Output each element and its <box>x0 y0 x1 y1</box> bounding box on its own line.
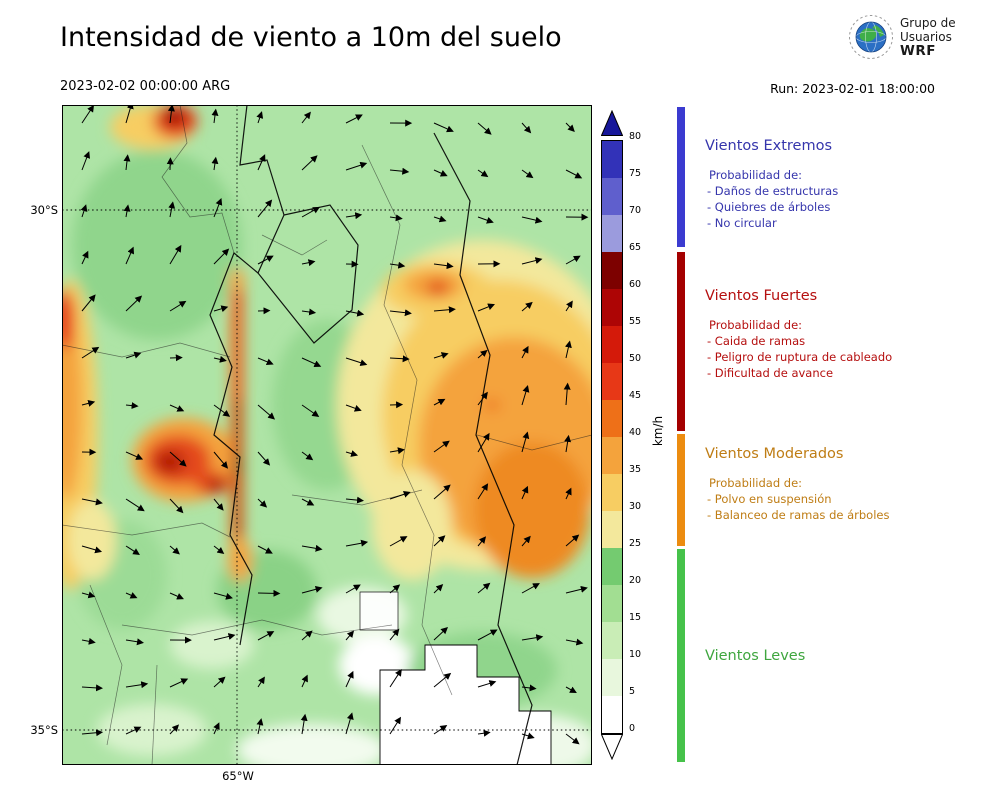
legend-item: - Polvo en suspensión <box>707 492 832 506</box>
colorbar-tick-label: 45 <box>629 390 642 401</box>
colorbar-over-arrow <box>600 109 624 136</box>
legend-probability-header: Probabilidad de: <box>709 476 803 490</box>
colorbar-tick-label: 75 <box>629 168 642 179</box>
colorbar-unit-label: km/h <box>651 415 665 447</box>
colorbar-tick-label: 55 <box>629 316 642 327</box>
colorbar-tick-label: 40 <box>629 427 642 438</box>
colorbar-segment <box>602 215 622 252</box>
lon-label-65w: 65°W <box>222 769 254 783</box>
legend-section-title: Vientos Moderados <box>705 446 844 462</box>
colorbar-tick-labels: 0 5 10 15 20 25 30 35 40 45 50 55 60 65 70 75 80 <box>629 131 663 734</box>
legend-section: Vientos Moderados Probabilidad de: - Polvo… <box>705 446 995 523</box>
colorbar-tick-label: 35 <box>629 464 642 475</box>
globe-icon <box>849 15 893 59</box>
colorbar-segment <box>602 363 622 400</box>
colorbar-segment <box>602 585 622 622</box>
logo-text-wrf: WRF <box>900 43 937 59</box>
colorbar-segment <box>602 622 622 659</box>
colorbar-tick-label: 15 <box>629 612 642 623</box>
wind-arrows <box>80 101 589 745</box>
colorbar-tick-label: 20 <box>629 575 642 586</box>
page-title: Intensidad de viento a 10m del suelo <box>60 22 562 53</box>
legend-color-bar <box>677 107 685 247</box>
legend-section: Vientos Extremos Probabilidad de: - Daños … <box>705 138 995 231</box>
legend-item: - Caida de ramas <box>707 334 806 348</box>
legend-section: Vientos Fuertes Probabilidad de: - Caida d… <box>705 288 995 381</box>
colorbar-tick-label: 70 <box>629 205 642 216</box>
legend-item: - Daños de estructuras <box>707 184 839 198</box>
logo-text-line2: Usuarios <box>900 30 952 44</box>
valid-time-label: 2023-02-02 00:00:00 ARG <box>60 79 231 94</box>
colorbar-tick-label: 65 <box>629 242 642 253</box>
legend-section-title: Vientos Leves <box>705 648 806 664</box>
colorbar-tick-label: 10 <box>629 649 642 660</box>
colorbar-segment <box>602 326 622 363</box>
colorbar-segment <box>602 548 622 585</box>
colorbar-segment <box>602 252 622 289</box>
legend-section: Vientos Leves <box>705 648 995 677</box>
colorbar-segment <box>602 178 622 215</box>
legend-item: - Balanceo de ramas de árboles <box>707 508 890 522</box>
colorbar-segment <box>602 141 622 178</box>
colorbar-under-arrow <box>600 734 624 761</box>
colorbar <box>600 109 624 764</box>
colorbar-tick-label: 30 <box>629 501 642 512</box>
wind-map <box>61 101 593 766</box>
colorbar-tick-label: 0 <box>629 723 636 734</box>
colorbar-segment <box>602 696 622 733</box>
colorbar-segment <box>602 659 622 696</box>
legend-item: - No circular <box>707 216 777 230</box>
legend-item: - Peligro de ruptura de cableado <box>707 350 893 364</box>
colorbar-tick-label: 80 <box>629 131 642 142</box>
legend-color-bar <box>677 549 685 762</box>
lat-label-30s: 30°S <box>30 203 58 217</box>
colorbar-tick-label: 60 <box>629 279 642 290</box>
legend-section-title: Vientos Fuertes <box>705 288 818 304</box>
legend-probability-header: Probabilidad de: <box>709 168 803 182</box>
colorbar-segment <box>602 474 622 511</box>
legend-item: - Quiebres de árboles <box>707 200 831 214</box>
legend-color-bar <box>677 434 685 546</box>
legend-section-title: Vientos Extremos <box>705 138 833 154</box>
colorbar-segment <box>602 437 622 474</box>
colorbar-segment <box>602 289 622 326</box>
legend-item: - Dificultad de avance <box>707 366 834 380</box>
wrf-users-group-logo: Grupo de Usuarios WRF <box>848 14 956 60</box>
legend-probability-header: Probabilidad de: <box>709 318 803 332</box>
colorbar-scale <box>601 140 623 734</box>
colorbar-tick-label: 5 <box>629 686 636 697</box>
major-boundaries <box>209 104 533 766</box>
lat-label-35s: 35°S <box>30 723 58 737</box>
map-border <box>62 105 592 765</box>
run-time-label: Run: 2023-02-01 18:00:00 <box>770 81 935 96</box>
calm-region <box>359 591 552 765</box>
legend-category-bars <box>677 0 685 800</box>
colorbar-tick-label: 25 <box>629 538 642 549</box>
colorbar-tick-label: 50 <box>629 353 642 364</box>
colorbar-segment <box>602 400 622 437</box>
legend-color-bar <box>677 252 685 431</box>
logo-text-line1: Grupo de <box>900 16 956 30</box>
legend: Vientos Extremos Probabilidad de: - Daños … <box>705 0 995 800</box>
colorbar-segment <box>602 511 622 548</box>
wind-field-map-graphic <box>61 101 593 766</box>
